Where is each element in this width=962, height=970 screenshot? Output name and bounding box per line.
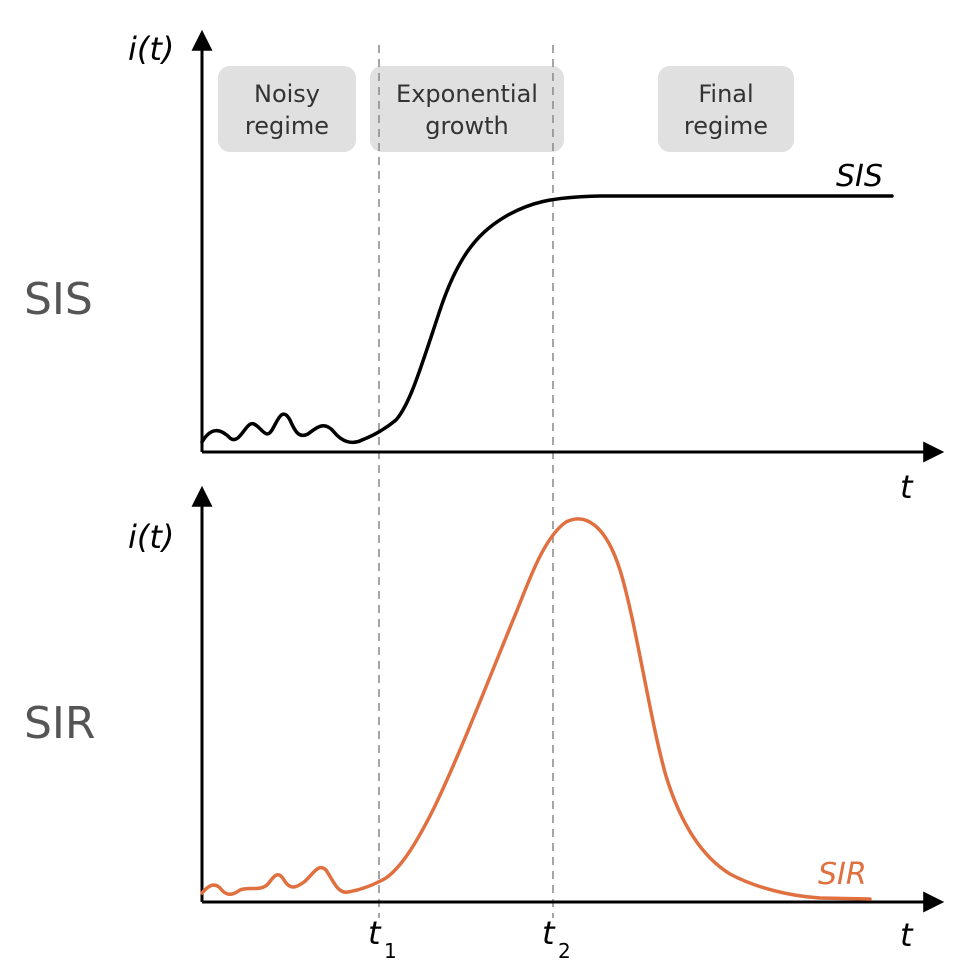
- bottom-row-label: SIR: [24, 698, 95, 749]
- t1-label: t 1: [368, 914, 397, 963]
- top-panel: i(t) t SIS SIS: [24, 29, 945, 506]
- top-x-axis-label: t: [900, 468, 914, 506]
- sis-curve: [200, 194, 894, 445]
- t2-base: t: [542, 914, 556, 952]
- regime-final-line1: Final: [698, 80, 753, 108]
- regime-box-bg: [218, 66, 356, 152]
- regime-exponential-line2: growth: [425, 112, 509, 140]
- bottom-panel: i(t) t SIR SIR: [24, 485, 945, 954]
- regime-noisy-line2: regime: [245, 112, 329, 140]
- regime-box-bg: [658, 66, 794, 152]
- top-y-axis-label: i(t): [128, 30, 174, 68]
- sir-curve: [200, 517, 872, 901]
- t1-subscript: 1: [384, 939, 397, 963]
- regime-box-exponential: Exponential growth: [370, 66, 564, 152]
- regime-box-final: Final regime: [658, 66, 794, 152]
- t1-base: t: [368, 914, 382, 952]
- regime-final-line2: regime: [684, 112, 768, 140]
- regime-box-bg: [370, 66, 564, 152]
- t2-label: t 2: [542, 914, 571, 963]
- top-row-label: SIS: [24, 274, 93, 325]
- regime-box-noisy: Noisy regime: [218, 66, 356, 152]
- t2-subscript: 2: [558, 939, 571, 963]
- sir-curve-label: SIR: [818, 857, 867, 892]
- bottom-y-axis-label: i(t): [128, 518, 174, 556]
- sis-curve-label: SIS: [836, 159, 883, 194]
- bottom-x-axis-label: t: [900, 916, 914, 954]
- regime-exponential-line1: Exponential: [396, 80, 538, 108]
- regime-noisy-line1: Noisy: [254, 80, 320, 108]
